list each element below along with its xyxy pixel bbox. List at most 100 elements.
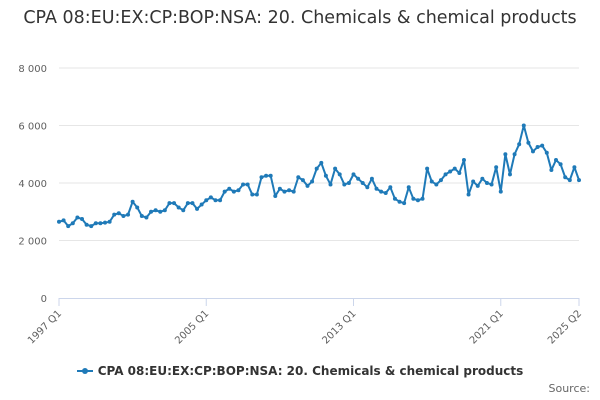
data-point[interactable] [84, 222, 89, 227]
data-point[interactable] [296, 175, 301, 180]
data-point[interactable] [484, 181, 489, 185]
data-point[interactable] [567, 178, 572, 183]
data-point[interactable] [471, 179, 476, 184]
data-point[interactable] [535, 145, 540, 150]
data-point[interactable] [135, 205, 140, 210]
data-point[interactable] [98, 221, 103, 226]
data-point[interactable] [406, 185, 411, 190]
data-point[interactable] [259, 175, 264, 180]
data-point[interactable] [521, 123, 526, 128]
data-point[interactable] [319, 160, 324, 165]
data-point[interactable] [213, 198, 218, 203]
data-point[interactable] [61, 218, 66, 223]
data-point[interactable] [365, 185, 370, 190]
data-point[interactable] [374, 186, 379, 191]
data-point[interactable] [577, 178, 581, 183]
data-point[interactable] [425, 166, 430, 171]
data-point[interactable] [351, 172, 356, 177]
data-point[interactable] [264, 173, 269, 178]
data-point[interactable] [402, 201, 407, 206]
data-point[interactable] [461, 158, 466, 162]
data-point[interactable] [126, 212, 131, 217]
data-point[interactable] [254, 192, 259, 197]
data-point[interactable] [512, 152, 517, 157]
data-point[interactable] [448, 169, 453, 174]
data-point[interactable] [181, 208, 186, 213]
data-point[interactable] [236, 188, 241, 193]
data-point[interactable] [517, 142, 522, 147]
data-point[interactable] [273, 193, 278, 198]
data-point[interactable] [89, 224, 94, 229]
data-point[interactable] [245, 182, 250, 187]
data-point[interactable] [227, 186, 232, 191]
data-point[interactable] [429, 179, 434, 184]
data-point[interactable] [457, 170, 462, 175]
legend[interactable]: CPA 08:EU:EX:CP:BOP:NSA: 20. Chemicals &… [0, 364, 600, 378]
data-point[interactable] [314, 166, 319, 171]
data-point[interactable] [369, 176, 374, 181]
data-point[interactable] [305, 183, 310, 188]
data-point[interactable] [208, 195, 213, 200]
data-point[interactable] [397, 199, 402, 204]
data-point[interactable] [563, 175, 568, 180]
data-point[interactable] [392, 196, 397, 201]
data-point[interactable] [107, 219, 112, 224]
data-point[interactable] [158, 209, 163, 214]
data-point[interactable] [356, 176, 361, 181]
data-point[interactable] [540, 143, 545, 148]
data-point[interactable] [323, 173, 328, 178]
data-point[interactable] [144, 215, 149, 220]
data-point[interactable] [70, 221, 75, 226]
data-point[interactable] [149, 209, 154, 214]
data-point[interactable] [333, 166, 338, 171]
data-point[interactable] [549, 168, 554, 173]
data-point[interactable] [222, 189, 227, 194]
data-point[interactable] [383, 191, 388, 196]
data-point[interactable] [498, 189, 503, 194]
data-point[interactable] [112, 212, 117, 217]
data-point[interactable] [337, 172, 342, 177]
data-point[interactable] [553, 158, 558, 162]
data-point[interactable] [231, 189, 236, 194]
data-point[interactable] [204, 198, 209, 203]
data-point[interactable] [121, 214, 126, 219]
data-point[interactable] [438, 178, 443, 183]
data-point[interactable] [190, 201, 195, 206]
data-point[interactable] [93, 221, 98, 226]
data-point[interactable] [558, 162, 563, 167]
data-point[interactable] [250, 192, 255, 197]
data-point[interactable] [466, 192, 471, 197]
data-point[interactable] [291, 189, 296, 194]
data-point[interactable] [195, 206, 200, 211]
data-point[interactable] [415, 198, 420, 203]
data-point[interactable] [346, 181, 351, 185]
data-point[interactable] [153, 208, 158, 213]
data-point[interactable] [218, 198, 223, 203]
data-point[interactable] [162, 208, 167, 213]
data-point[interactable] [167, 201, 172, 206]
data-point[interactable] [66, 224, 71, 229]
data-point[interactable] [328, 182, 333, 187]
data-point[interactable] [489, 182, 494, 187]
data-point[interactable] [420, 196, 425, 201]
data-point[interactable] [172, 201, 177, 206]
data-point[interactable] [75, 215, 80, 220]
data-point[interactable] [268, 173, 273, 178]
data-point[interactable] [503, 152, 508, 157]
data-point[interactable] [434, 182, 439, 187]
data-point[interactable] [185, 201, 190, 206]
data-point[interactable] [310, 179, 315, 184]
data-point[interactable] [494, 165, 499, 170]
data-point[interactable] [199, 202, 204, 207]
source-credit[interactable]: Source: [548, 382, 591, 395]
data-point[interactable] [103, 220, 108, 225]
data-point[interactable] [80, 216, 85, 221]
data-point[interactable] [277, 186, 282, 191]
data-point[interactable] [282, 189, 287, 194]
data-point[interactable] [342, 182, 347, 187]
data-point[interactable] [572, 165, 577, 170]
data-point[interactable] [544, 150, 549, 155]
data-point[interactable] [452, 166, 457, 171]
data-point[interactable] [526, 140, 531, 145]
data-point[interactable] [379, 189, 384, 194]
